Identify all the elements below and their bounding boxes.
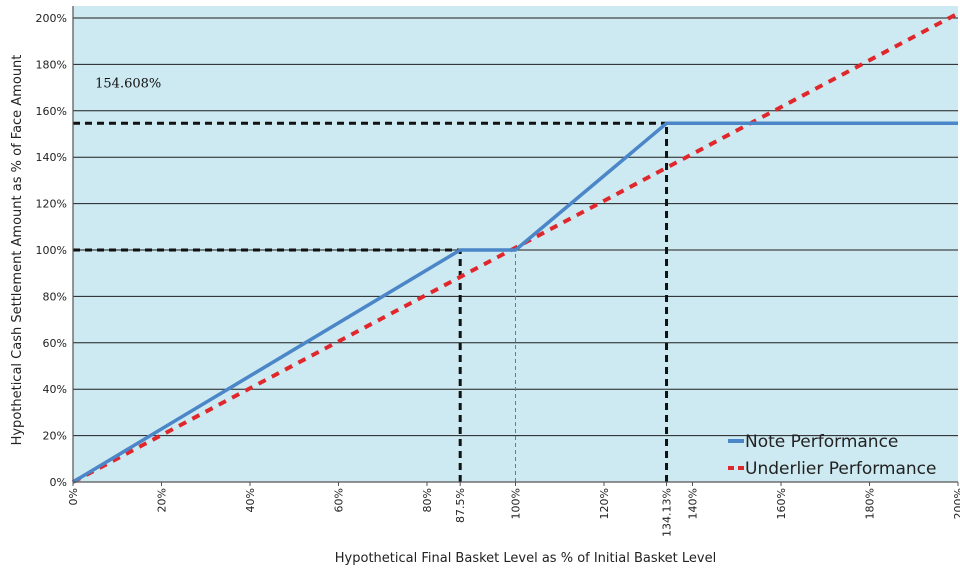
x-tick-label-4: 80% [421, 488, 434, 512]
x-tick-label-1: 20% [156, 488, 169, 512]
y-tick-label-9: 180% [36, 58, 67, 71]
y-tick-label-7: 140% [36, 151, 67, 164]
y-tick-label-5: 100% [36, 244, 67, 257]
y-tick-label-2: 40% [43, 383, 67, 396]
x-tick-labels: 0% 20% 40% 60% 80% 87.5% 100% 120% 134.13% 140% 16… [67, 488, 960, 537]
x-tick-label-12: 200% [952, 488, 960, 519]
x-axis-title: Hypothetical Final Basket Level as % of … [335, 551, 716, 566]
y-tick-label-6: 120% [36, 198, 67, 211]
annotation-0: 154.608% [95, 77, 161, 92]
series-line-0 [72, 121, 958, 484]
legend: Note Performance Underlier Performance [728, 432, 936, 479]
x-tick-label-7: 120% [598, 488, 611, 519]
x-tick-label-8: 134.13% [661, 488, 674, 537]
legend-label-0: Note Performance [745, 432, 898, 452]
x-tick-label-3: 60% [333, 488, 346, 512]
axes [72, 6, 959, 486]
series-lines [72, 11, 959, 484]
y-axis-title: Hypothetical Cash Settlement Amount as %… [10, 55, 25, 446]
y-tick-label-4: 80% [43, 290, 67, 303]
x-tick-label-6: 100% [510, 488, 523, 519]
x-tick-label-9: 140% [687, 488, 700, 519]
y-tick-label-8: 160% [36, 105, 67, 118]
y-tick-labels: 0% 20% 40% 60% 80% 100% 120% 140% 160% 180% 200% [36, 12, 67, 489]
x-tick-label-2: 40% [244, 488, 257, 512]
x-tick-label-5: 87.5% [454, 488, 467, 523]
y-tick-label-3: 60% [43, 337, 67, 350]
series-line-1 [72, 11, 959, 484]
y-tick-label-0: 0% [50, 476, 67, 489]
x-tick-label-10: 160% [775, 488, 788, 519]
reference-lines [73, 121, 669, 482]
x-tick-label-0: 0% [67, 488, 80, 505]
x-tick-label-11: 180% [864, 488, 877, 519]
legend-label-1: Underlier Performance [745, 459, 936, 479]
annotations: 154.608% [95, 77, 161, 92]
y-tick-label-10: 200% [36, 12, 67, 25]
y-tick-label-1: 20% [43, 430, 67, 443]
